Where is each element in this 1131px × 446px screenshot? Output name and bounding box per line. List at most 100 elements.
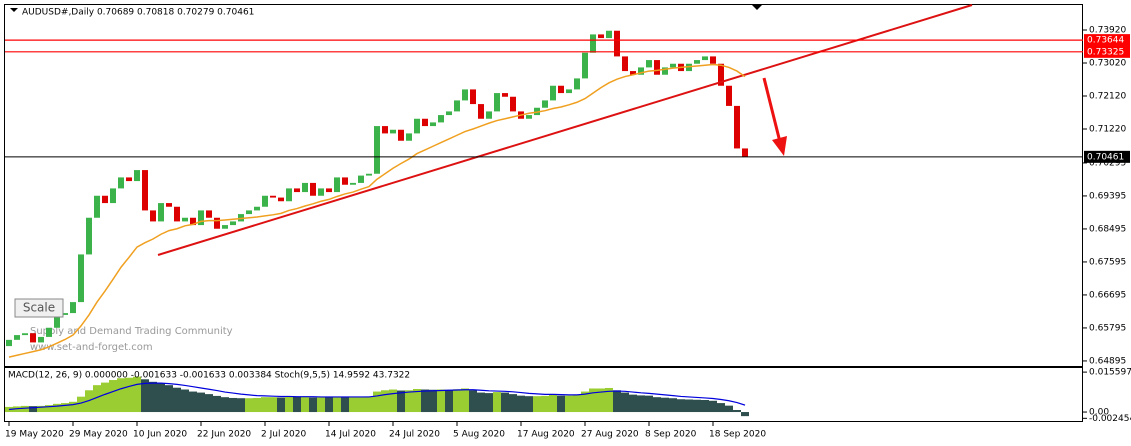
macd-bar <box>669 398 677 413</box>
candle <box>406 133 412 141</box>
candle <box>582 52 588 79</box>
trendline <box>157 4 973 256</box>
macd-bar <box>101 382 109 413</box>
macd-bar <box>293 396 301 413</box>
macd-bar <box>541 395 549 413</box>
candle <box>142 170 148 211</box>
macd-bar <box>197 392 205 413</box>
candle <box>390 129 396 134</box>
macd-bar <box>29 406 37 413</box>
x-tick-label: 5 Aug 2020 <box>453 430 505 440</box>
y-tick-label: 0.73020 <box>1089 59 1126 69</box>
macd-bar <box>45 405 53 413</box>
macd-bar <box>341 397 349 413</box>
macd-bar <box>437 389 445 413</box>
macd-bar <box>157 383 165 413</box>
level-label: 0.73325 <box>1087 47 1124 57</box>
macd-bar <box>93 385 101 413</box>
candle <box>374 126 380 174</box>
macd-bar <box>709 400 717 413</box>
candle <box>158 203 164 222</box>
candle <box>14 335 20 340</box>
candle <box>398 129 404 141</box>
macd-bar <box>717 403 725 413</box>
macd-bar <box>109 380 117 413</box>
macd-bar <box>221 397 229 413</box>
y-tick-label: 0.68495 <box>1089 224 1126 234</box>
candle <box>662 67 668 75</box>
x-tick-label: 29 May 2020 <box>69 430 128 440</box>
macd-bar <box>189 391 197 413</box>
signal-line <box>8 382 746 411</box>
macd-bar <box>477 392 485 413</box>
button-box[interactable] <box>14 298 64 318</box>
macd-bar <box>181 389 189 413</box>
candle <box>430 122 436 127</box>
candle <box>286 188 292 202</box>
macd-bar <box>653 397 661 413</box>
candle <box>262 195 268 207</box>
y-tick-label: 0.00 <box>1089 408 1109 418</box>
y-tick-label: 0.69395 <box>1089 191 1126 201</box>
macd-bar <box>229 397 237 413</box>
macd-bar <box>237 398 245 413</box>
macd-bar <box>685 399 693 413</box>
candle <box>630 71 636 75</box>
y-tick-label: 0.70295 <box>1089 158 1126 168</box>
y-tick-label: 0.64895 <box>1089 356 1126 366</box>
x-tick-label: 14 Jul 2020 <box>325 430 376 440</box>
candle <box>574 78 580 90</box>
candle <box>638 67 644 75</box>
candle <box>182 217 188 222</box>
macd-bar <box>549 394 557 413</box>
candle <box>6 339 12 347</box>
candle <box>558 85 564 94</box>
x-tick-label: 22 Jun 2020 <box>197 430 251 440</box>
macd-bar <box>605 387 613 413</box>
candle <box>670 63 676 68</box>
candle <box>646 60 652 68</box>
macd-bar <box>645 395 653 413</box>
macd-bar <box>253 397 261 413</box>
button-label[interactable]: Scale <box>23 301 55 315</box>
scale-button[interactable]: Scale <box>14 298 64 318</box>
x-tick-label: 24 Jul 2020 <box>389 430 440 440</box>
macd-bar <box>309 397 317 413</box>
level-label: 0.73644 <box>1087 36 1124 46</box>
current-price-box <box>1084 150 1130 163</box>
candle <box>174 206 180 222</box>
macd-bar <box>613 390 621 413</box>
x-tick-label: 8 Sep 2020 <box>645 430 697 440</box>
macd-bar <box>581 391 589 413</box>
macd-bar <box>365 396 373 413</box>
macd-bar <box>117 378 125 413</box>
macd-bar <box>461 388 469 413</box>
dropdown-icon[interactable] <box>10 8 18 12</box>
main-pane <box>4 4 1083 367</box>
candle <box>718 63 724 86</box>
macd-bar <box>573 394 581 413</box>
macd-bar <box>637 395 645 413</box>
macd-bar <box>413 388 421 413</box>
shift-marker <box>752 5 762 10</box>
macd-bar <box>397 390 405 413</box>
macd-bar <box>373 391 381 413</box>
macd-bar <box>405 390 413 413</box>
y-tick-label: 0.71220 <box>1089 125 1126 135</box>
candle <box>342 177 348 185</box>
candle <box>494 93 500 112</box>
y-tick-label: -0.002454 <box>1089 414 1131 424</box>
y-tick-label: 0.65795 <box>1089 323 1126 333</box>
candle <box>478 104 484 119</box>
macd-bar <box>165 385 173 413</box>
macd-bar <box>701 400 709 413</box>
macd-bar <box>269 397 277 413</box>
down-arrow <box>762 77 787 156</box>
macd-bar <box>629 394 637 413</box>
symbol-title: AUDUSD#,Daily 0.70689 0.70818 0.70279 0.… <box>22 8 254 18</box>
candle <box>622 56 628 72</box>
macd-bar <box>517 395 525 413</box>
y-tick-label: 0.67595 <box>1089 257 1126 267</box>
